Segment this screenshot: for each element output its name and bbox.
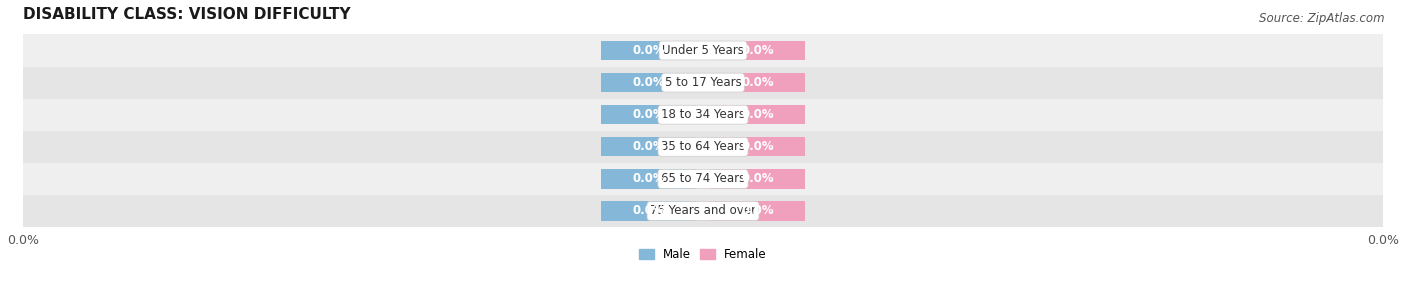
Text: 0.0%: 0.0% <box>741 108 773 121</box>
Text: 0.0%: 0.0% <box>741 204 773 218</box>
Text: 0.0%: 0.0% <box>741 172 773 185</box>
Text: 5 to 17 Years: 5 to 17 Years <box>665 76 741 89</box>
Text: Under 5 Years: Under 5 Years <box>662 44 744 57</box>
Bar <box>22 66 1384 99</box>
Bar <box>22 99 1384 131</box>
Bar <box>600 73 696 92</box>
Bar <box>600 201 696 221</box>
Bar <box>22 163 1384 195</box>
Text: 65 to 74 Years: 65 to 74 Years <box>661 172 745 185</box>
Text: 75 Years and over: 75 Years and over <box>650 204 756 218</box>
Bar <box>710 137 806 156</box>
Text: 0.0%: 0.0% <box>633 108 665 121</box>
Text: 0.0%: 0.0% <box>741 76 773 89</box>
Text: 0.0%: 0.0% <box>633 76 665 89</box>
Bar <box>710 105 806 124</box>
Bar <box>22 195 1384 227</box>
Text: 35 to 64 Years: 35 to 64 Years <box>661 140 745 153</box>
Bar <box>710 41 806 60</box>
Text: 18 to 34 Years: 18 to 34 Years <box>661 108 745 121</box>
Bar <box>22 35 1384 66</box>
Text: DISABILITY CLASS: VISION DIFFICULTY: DISABILITY CLASS: VISION DIFFICULTY <box>22 7 350 22</box>
Bar <box>22 131 1384 163</box>
Text: 0.0%: 0.0% <box>633 172 665 185</box>
Bar <box>600 105 696 124</box>
Bar <box>600 169 696 188</box>
Bar <box>600 41 696 60</box>
Text: 0.0%: 0.0% <box>633 44 665 57</box>
Text: 0.0%: 0.0% <box>633 204 665 218</box>
Bar <box>710 73 806 92</box>
Legend: Male, Female: Male, Female <box>634 243 772 266</box>
Text: 0.0%: 0.0% <box>633 140 665 153</box>
Bar <box>710 201 806 221</box>
Bar <box>710 169 806 188</box>
Text: 0.0%: 0.0% <box>741 140 773 153</box>
Bar <box>600 137 696 156</box>
Text: 0.0%: 0.0% <box>741 44 773 57</box>
Text: Source: ZipAtlas.com: Source: ZipAtlas.com <box>1260 12 1385 25</box>
